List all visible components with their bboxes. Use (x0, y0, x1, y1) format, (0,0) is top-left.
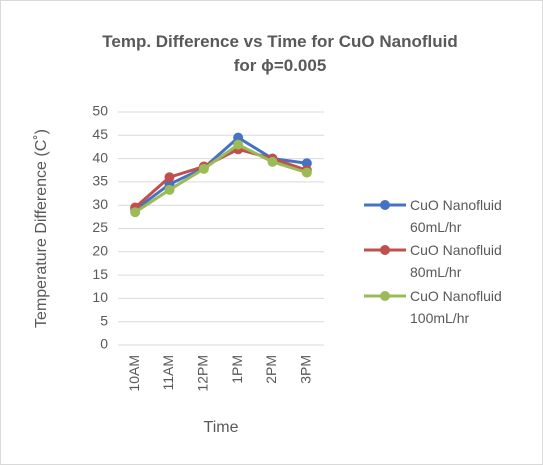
y-tick-label: 50 (92, 103, 108, 119)
data-point (130, 207, 141, 218)
data-point (164, 184, 175, 195)
data-point (233, 132, 244, 143)
chart-title: Temp. Difference vs Time for CuO Nanoflu… (102, 32, 458, 75)
y-tick-label: 30 (92, 196, 108, 212)
x-tick-label: 12PM (195, 355, 211, 392)
y-axis-title: Temperature Difference (C˚) (33, 129, 50, 328)
data-point (233, 139, 244, 150)
legend-label: CuO Nanofluid 80mL/hr (410, 242, 502, 280)
y-tick-label: 40 (92, 149, 108, 165)
x-axis-title: Time (204, 419, 239, 436)
legend-marker (380, 245, 390, 255)
y-tick-label: 15 (92, 266, 108, 282)
y-tick-label: 10 (92, 289, 108, 305)
y-tick-label: 45 (92, 126, 108, 142)
y-tick-label: 25 (92, 219, 108, 235)
x-tick-label: 2PM (263, 355, 279, 384)
data-point (198, 163, 209, 174)
legend-marker (380, 291, 390, 301)
data-point (301, 158, 312, 169)
data-point (301, 167, 312, 178)
data-point (267, 156, 278, 167)
x-tick-label: 11AM (160, 355, 176, 391)
legend-marker (380, 200, 390, 210)
x-tick-label: 1PM (229, 355, 245, 384)
x-tick-label: 10AM (126, 355, 142, 392)
data-point (164, 172, 175, 183)
y-tick-label: 20 (92, 243, 108, 259)
legend-label: CuO Nanofluid 100mL/hr (410, 288, 502, 326)
series-line (134, 142, 308, 214)
y-tick-label: 0 (100, 336, 108, 352)
x-tick-label: 3PM (298, 355, 314, 384)
y-tick-label: 35 (92, 173, 108, 189)
y-tick-label: 5 (100, 312, 108, 328)
legend-label: CuO Nanofluid 60mL/hr (410, 197, 502, 235)
